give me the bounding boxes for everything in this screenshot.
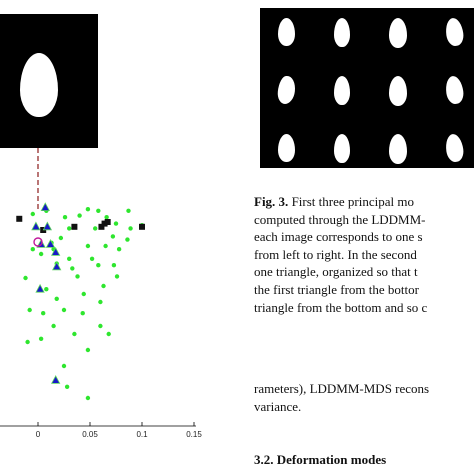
scatter-point-dot <box>67 226 72 231</box>
scatter-point-triangle <box>52 261 62 271</box>
scatter-point-dot <box>72 331 77 337</box>
scatter-point-dot <box>98 323 103 329</box>
caption-line: each image corresponds to one s <box>254 229 423 245</box>
mode-shape-cell <box>277 134 295 162</box>
scatter-point-dot <box>64 384 70 389</box>
scatter-point-dot <box>41 311 46 316</box>
scatter-point-dot <box>113 221 119 226</box>
scatter-point-dot <box>81 291 86 297</box>
scatter-point-dot <box>30 247 35 252</box>
scatter-point-triangle <box>35 283 45 293</box>
caption-line: the first triangle from the bottor <box>254 281 419 297</box>
caption-label: Fig. 3. <box>254 194 289 209</box>
data-points <box>16 202 145 401</box>
scatter-point-dot <box>126 208 131 213</box>
scatter-point-dot <box>85 243 91 249</box>
caption-line: computed through the LDDMM- <box>254 211 426 227</box>
scatter-point-dot <box>58 235 64 241</box>
x-tick-label: 0 <box>36 430 41 439</box>
scatter-point-dot <box>110 234 116 239</box>
scatter-point-dot <box>116 247 122 252</box>
mode-shape-cell <box>334 134 350 163</box>
body-line: variance. <box>254 398 302 414</box>
x-axis-ticks: 0 0.05 0.1 0.15 <box>36 422 202 439</box>
scatter-point-dot <box>62 215 68 220</box>
scatter-point-dot <box>77 213 82 218</box>
section-heading: 3.2. Deformation modes <box>254 452 387 467</box>
scatter-point-dot <box>67 256 72 261</box>
scatter-point-dot <box>106 331 111 337</box>
scatter-point-dot <box>103 243 108 249</box>
scatter-point-dot <box>54 296 59 301</box>
caption-line: one triangle, organized so that t <box>254 264 418 280</box>
mode-shape-cell <box>389 18 407 48</box>
scatter-point-dot <box>30 211 35 217</box>
mode-shape-cell <box>276 76 296 104</box>
scatter-point-dot <box>25 339 30 345</box>
scatter-point-dot <box>96 208 101 213</box>
principal-modes-image-grid <box>260 8 474 168</box>
scatter-point-dot <box>111 263 117 268</box>
scatter-point-dot <box>89 256 95 261</box>
x-tick-label: 0.15 <box>186 430 202 439</box>
scatter-point-dot <box>85 207 91 212</box>
egg-shape <box>20 53 58 117</box>
scatter-point-highlight <box>33 237 43 247</box>
scatter-point-dot <box>93 226 98 231</box>
scatter-point-dot <box>61 363 67 369</box>
scatter-point-dot <box>27 307 32 313</box>
scatter-point-dot <box>125 237 130 242</box>
mode-shape-cell <box>443 132 465 164</box>
scatter-point-dot <box>44 287 49 292</box>
scatter-point-triangle <box>51 247 61 256</box>
mode-shape-cell <box>389 134 407 164</box>
scatter-point-dot <box>85 347 91 353</box>
mode-shape-cell <box>277 18 295 46</box>
shape-inset-image <box>0 14 98 148</box>
scatter-point-dot <box>38 251 44 257</box>
scatter-point-square <box>71 223 78 230</box>
caption-line: Fig. 3. First three principal mo <box>254 193 427 211</box>
scatter-point-dot <box>51 323 56 329</box>
scatter-point-triangle <box>51 375 61 384</box>
mode-shape-cell <box>334 18 350 47</box>
x-tick-label: 0.1 <box>136 430 148 439</box>
mode-shape-cell <box>443 16 465 48</box>
scatter-point-dot <box>104 215 109 220</box>
scatter-point-dot <box>70 266 75 271</box>
scatter-point-dot <box>61 307 67 313</box>
scatter-point-dot <box>114 274 120 279</box>
scatter-point-dot <box>98 299 103 305</box>
scatter-point-triangle <box>31 221 41 231</box>
mode-shape-cell <box>389 76 407 106</box>
scatter-point-square <box>139 223 145 230</box>
scatter-point-dot <box>23 275 28 281</box>
body-line: rameters), LDDMM-MDS recons <box>254 381 430 396</box>
scatter-point-dot <box>101 283 106 289</box>
scatter-point-square <box>104 219 111 225</box>
mode-shape-cell <box>334 76 350 105</box>
scatter-point-dot <box>128 226 133 231</box>
scatter-point-triangle <box>42 221 53 231</box>
caption-line: from left to right. In the second <box>254 246 417 262</box>
scatter-point-dot <box>38 336 44 341</box>
scatter-point-triangle <box>45 239 56 248</box>
scatter-point-dot <box>96 263 101 268</box>
scatter-point-dot <box>85 395 91 401</box>
mode-shape-cell <box>443 74 465 106</box>
scatter-point-dot <box>80 311 85 316</box>
x-tick-label: 0.05 <box>82 430 98 439</box>
scatter-point-dot <box>75 274 80 279</box>
figure-caption: Fig. 3. First three principal mo compute… <box>254 193 427 316</box>
scatter-point-square <box>16 215 23 222</box>
scatter-point-square <box>101 220 108 227</box>
scatter-point-square <box>98 223 105 230</box>
body-paragraph: rameters), LDDMM-MDS recons variance. <box>254 380 429 415</box>
caption-line-text: First three principal mo <box>288 194 414 209</box>
caption-line: triangle from the bottom and so c <box>254 299 428 315</box>
scatter-point-triangle <box>40 202 50 212</box>
